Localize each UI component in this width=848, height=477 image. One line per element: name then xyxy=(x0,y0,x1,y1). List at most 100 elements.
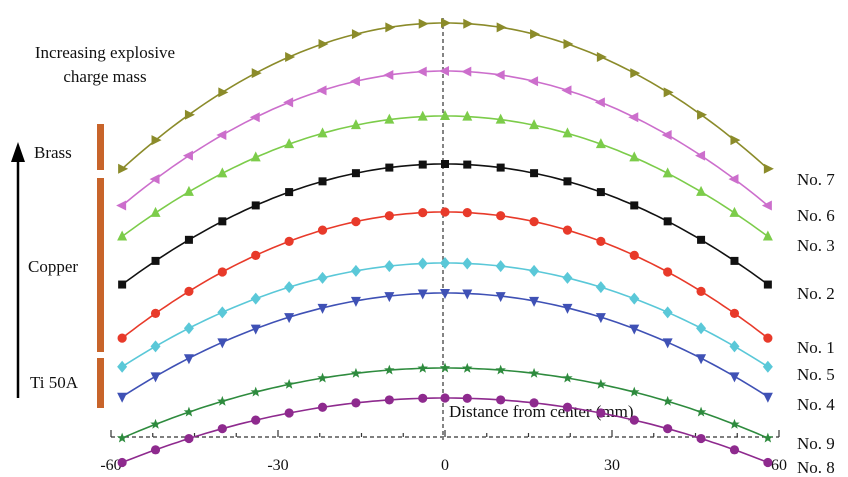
series-point xyxy=(118,163,129,174)
series-point xyxy=(596,188,605,197)
series-point xyxy=(530,29,541,40)
series-point xyxy=(184,286,194,296)
material-label-brass: Brass xyxy=(34,143,72,162)
series-point xyxy=(284,313,295,324)
series-point xyxy=(696,354,707,365)
series-point xyxy=(251,68,262,79)
series-no-2 xyxy=(118,160,772,289)
series-point xyxy=(529,217,539,227)
series-point xyxy=(596,51,607,62)
series-point xyxy=(418,160,427,169)
series-point xyxy=(529,119,540,130)
series-point xyxy=(439,66,449,76)
series-point xyxy=(729,372,740,383)
series-point xyxy=(216,130,227,140)
series-point xyxy=(183,406,195,417)
series-point xyxy=(695,406,707,417)
series-point xyxy=(594,97,605,108)
series-point xyxy=(384,113,395,124)
x-ticks: -60 -30 0 30 60 xyxy=(100,430,787,474)
series-point xyxy=(595,281,606,294)
series-label: No. 8 xyxy=(797,458,835,477)
series-point xyxy=(217,267,227,277)
series-point xyxy=(351,217,361,227)
series-point xyxy=(384,395,394,405)
series-point xyxy=(595,313,606,324)
series-point xyxy=(150,372,161,383)
series-point xyxy=(418,18,429,29)
series-point xyxy=(529,264,540,277)
series-point xyxy=(150,418,161,429)
series-point xyxy=(595,378,607,389)
series-point xyxy=(350,264,361,277)
series-point xyxy=(217,395,228,406)
series-point xyxy=(350,296,361,307)
series-point xyxy=(663,424,673,434)
series-point xyxy=(695,150,706,161)
series-point xyxy=(696,286,706,296)
series-point xyxy=(729,445,740,455)
series-point xyxy=(117,333,127,343)
series-label: No. 7 xyxy=(797,170,835,189)
series-point xyxy=(728,174,739,185)
series-point xyxy=(596,236,606,246)
series-point xyxy=(150,308,161,318)
series-point xyxy=(351,29,362,40)
series-point xyxy=(351,169,360,178)
series-point xyxy=(696,322,707,335)
series-label: No. 1 xyxy=(797,338,835,357)
series-point xyxy=(285,188,294,197)
series-label: No. 5 xyxy=(797,365,835,384)
series-point xyxy=(182,150,193,161)
series-point xyxy=(463,160,472,169)
series-point xyxy=(439,362,451,373)
series-point xyxy=(562,225,573,235)
series-point xyxy=(496,211,506,221)
series-point xyxy=(150,206,161,217)
series-point xyxy=(730,135,741,146)
x-tick-label: -30 xyxy=(267,457,288,474)
series-point xyxy=(561,85,572,96)
series-point xyxy=(629,250,639,260)
series-point xyxy=(663,87,674,98)
series-point xyxy=(729,418,740,429)
series-point xyxy=(440,393,450,403)
series-point xyxy=(529,296,540,307)
series-point xyxy=(383,70,394,80)
series-point xyxy=(662,306,673,319)
series-point xyxy=(496,163,505,172)
series-point xyxy=(563,177,572,186)
series-point xyxy=(629,386,640,397)
series-point xyxy=(495,113,506,124)
series-point xyxy=(661,130,672,140)
series-point xyxy=(250,151,261,162)
series-point xyxy=(384,211,394,221)
series-point xyxy=(762,230,773,241)
series-point xyxy=(184,235,193,244)
series-point xyxy=(530,169,539,178)
series-point xyxy=(663,217,672,226)
series-no-5 xyxy=(117,257,773,373)
series-point xyxy=(117,392,128,403)
series-label: No. 9 xyxy=(797,434,835,453)
series-point xyxy=(250,292,261,305)
series-point xyxy=(384,292,395,303)
material-bar-brass xyxy=(97,124,104,170)
series-point xyxy=(562,303,573,314)
series-point xyxy=(562,402,573,412)
x-tick-label: 30 xyxy=(604,457,620,474)
series-point xyxy=(696,185,707,196)
series-point xyxy=(440,257,450,269)
series-line xyxy=(121,292,769,398)
series-point xyxy=(494,70,505,80)
series-point xyxy=(697,109,708,120)
annotation-line-1: Increasing explosive xyxy=(35,43,175,62)
series-point xyxy=(151,256,160,265)
series-point xyxy=(562,271,573,284)
series-point xyxy=(285,51,296,62)
series-point xyxy=(662,338,673,349)
series-point xyxy=(218,87,229,98)
series-point xyxy=(251,201,260,210)
series-point xyxy=(762,360,773,373)
series-point xyxy=(317,303,328,314)
